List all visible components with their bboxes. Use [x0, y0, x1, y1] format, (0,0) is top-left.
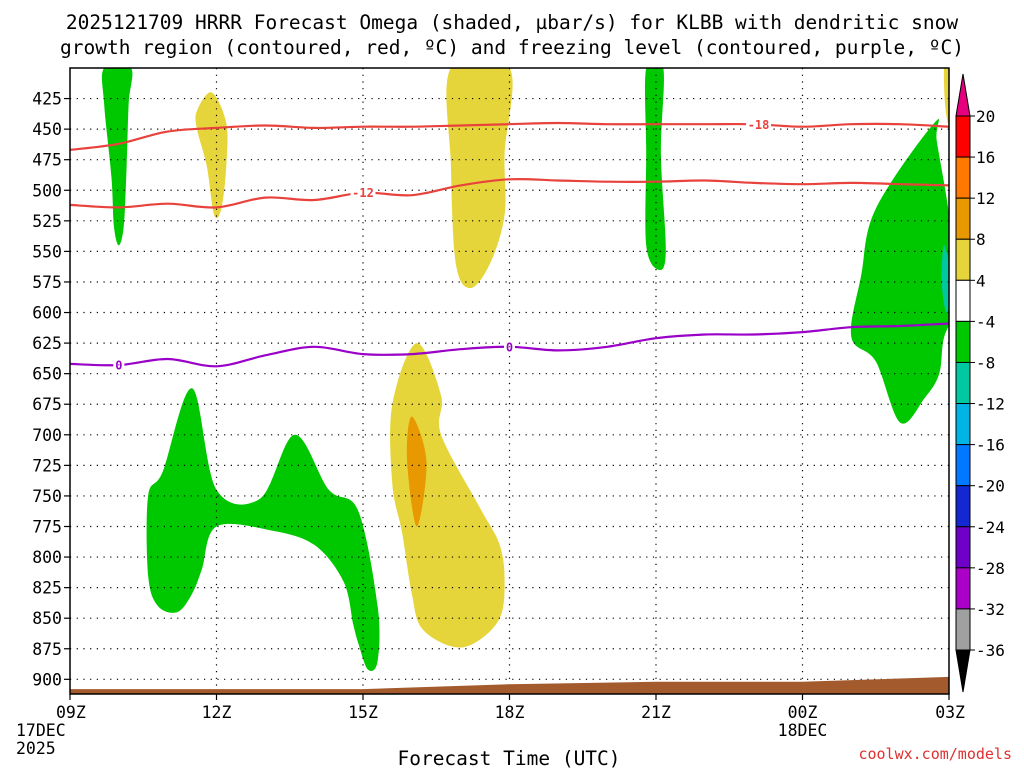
colorbar-label: 4	[976, 271, 986, 290]
contour-label: 0	[115, 359, 122, 373]
y-tick-label: 450	[32, 120, 62, 139]
contour-label-bg	[350, 185, 376, 200]
colorbar-label: 8	[976, 230, 986, 249]
y-tick-label: 675	[32, 395, 62, 414]
x-tick-label: 18Z	[495, 703, 525, 722]
colorbar-segment	[955, 526, 971, 569]
colorbar-label: -20	[976, 477, 1005, 496]
colorbar-label: -16	[976, 436, 1005, 455]
contour-line	[70, 177, 949, 209]
contour-label-bg	[113, 358, 125, 373]
y-tick-label: 850	[32, 609, 62, 628]
chart-title-line2: growth region (contoured, red, ºC) and f…	[60, 36, 964, 59]
colorbar-segment	[955, 608, 971, 651]
colorbar-segment	[955, 238, 971, 281]
x-tick-label: 15Z	[348, 703, 378, 722]
omega-region	[850, 118, 949, 424]
contour-lines: -18 -12 0 0	[70, 117, 949, 373]
colorbar-segment	[955, 320, 971, 363]
colorbar-label: -28	[976, 559, 1005, 578]
colorbar-top-triangle	[955, 73, 971, 117]
colorbar-segment	[955, 444, 971, 487]
y-tick-label: 750	[32, 487, 62, 506]
x-tick-label: 00Z	[788, 703, 818, 722]
y-tick-label: 775	[32, 517, 62, 536]
contour-label: -18	[748, 118, 770, 132]
colorbar-segment	[955, 115, 971, 158]
y-tick-label: 875	[32, 640, 62, 659]
contour-line	[70, 121, 949, 151]
colorbar-label: -12	[976, 395, 1005, 414]
y-tick-label: 625	[32, 334, 62, 353]
contour-label: -12	[352, 186, 374, 200]
terrain-fill	[70, 676, 949, 694]
x-tick-sublabel: 18DEC	[778, 721, 828, 740]
y-tick-label: 600	[32, 304, 62, 323]
colorbar-segment	[955, 567, 971, 610]
contour-label-bg	[504, 339, 515, 354]
colorbar: 20 16 12 8 4 -4 -8 -12 -16 -20 -24 -28 -32 -36	[955, 73, 1005, 693]
y-tick-label: 800	[32, 548, 62, 567]
x-tick-sublabel: 2025	[16, 739, 56, 758]
colorbar-label: -4	[976, 312, 995, 331]
contour-label: 0	[506, 340, 513, 354]
omega-region	[446, 68, 513, 289]
y-tick-label: 500	[32, 181, 62, 200]
x-tick-label: 09Z	[56, 703, 86, 722]
y-tick-label: 700	[32, 426, 62, 445]
colorbar-label: -8	[976, 353, 995, 372]
y-tick-label: 575	[32, 273, 62, 292]
colorbar-segment	[955, 361, 971, 405]
colorbar-label: 16	[976, 148, 995, 167]
colorbar-segment	[955, 197, 971, 240]
colorbar-label: 20	[976, 107, 995, 126]
grid-lines	[70, 68, 949, 694]
y-tick-label: 550	[32, 242, 62, 261]
colorbar-segment	[955, 485, 971, 528]
colorbar-segment	[955, 403, 971, 446]
omega-region	[941, 245, 949, 313]
chart-title-line1: 2025121709 HRRR Forecast Omega (shaded, …	[66, 11, 958, 34]
colorbar-segment	[955, 279, 971, 322]
colorbar-label: -24	[976, 518, 1005, 537]
y-tick-label: 650	[32, 365, 62, 384]
omega-region	[406, 416, 427, 527]
credit-text: coolwx.com/models	[858, 745, 1012, 763]
colorbar-label: -36	[976, 641, 1005, 660]
omega-region	[943, 68, 949, 125]
x-tick-label: 03Z	[935, 703, 965, 722]
x-tick-sublabel: 17DEC	[16, 721, 66, 740]
omega-region	[195, 92, 228, 219]
y-tick-label: 475	[32, 151, 62, 170]
terrain-area	[70, 676, 949, 694]
omega-region	[390, 343, 505, 648]
x-tick-label: 21Z	[641, 703, 671, 722]
contour-label-bg	[746, 117, 772, 132]
x-tick-label: 12Z	[202, 703, 232, 722]
x-axis-label: Forecast Time (UTC)	[397, 747, 620, 768]
y-tick-label: 900	[32, 670, 62, 689]
omega-region	[101, 68, 133, 246]
colorbar-segment	[955, 156, 971, 199]
plot-area: -18 -12 0 0	[69, 67, 950, 695]
colorbar-label: -32	[976, 600, 1005, 619]
y-tick-label: 525	[32, 212, 62, 231]
colorbar-label: 12	[976, 189, 995, 208]
y-tick-label: 725	[32, 456, 62, 475]
y-tick-label: 425	[32, 90, 62, 109]
omega-shading	[101, 68, 949, 672]
y-tick-label: 825	[32, 579, 62, 598]
y-axis-ticks: 425 450 475 500 525 550 575 600 625 650 675 700 725 7…	[32, 90, 70, 689]
colorbar-bottom-triangle	[955, 649, 971, 693]
omega-region	[644, 68, 666, 271]
omega-region	[146, 388, 380, 672]
